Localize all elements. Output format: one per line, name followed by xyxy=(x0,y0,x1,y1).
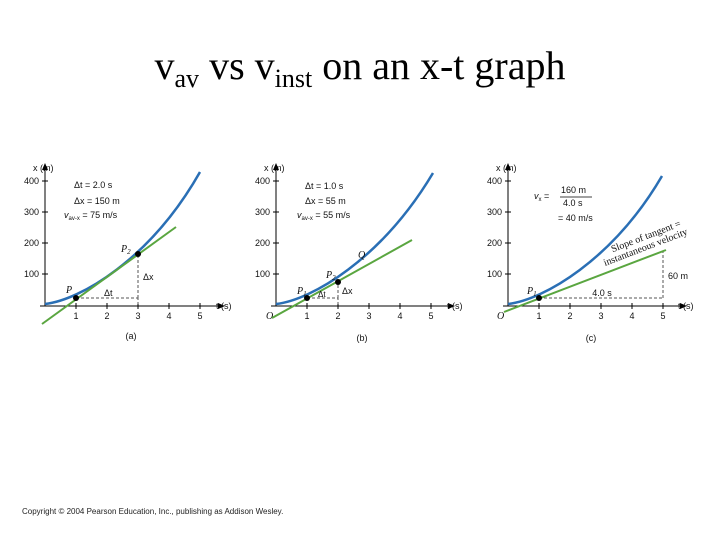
panel-b-point-p2 xyxy=(335,279,341,285)
panel-b-info-line-2: Δx = 55 m xyxy=(305,196,346,206)
panel-b-y-tick-300: 300 xyxy=(255,207,270,217)
panel-b-origin-label: O xyxy=(266,311,273,322)
panel-b-info-line-1: Δt = 1.0 s xyxy=(305,181,344,191)
panel-c: x (m) t (s) O 400 300 200 100 1 2 3 4 5 … xyxy=(487,163,694,343)
panel-c-y-tick-100: 100 xyxy=(487,269,502,279)
panel-c-x-tick-1: 1 xyxy=(536,311,541,321)
panel-b-y-axis-label: x (m) xyxy=(264,163,285,173)
panel-a-x-tick-5: 5 xyxy=(197,311,202,321)
panel-c-tangent-line xyxy=(503,249,667,313)
panel-a-info-line-1: Δt = 2.0 s xyxy=(74,180,113,190)
panel-c-x-tick-4: 4 xyxy=(629,311,634,321)
panel-c-origin-label: O xyxy=(497,311,504,322)
panel-a-caption: (a) xyxy=(126,331,137,341)
panel-c-y-tick-200: 200 xyxy=(487,238,502,248)
panel-b-position-curve xyxy=(275,172,435,306)
panel-c-info-denominator: 4.0 s xyxy=(563,198,583,208)
panel-c-caption: (c) xyxy=(586,333,597,343)
copyright-notice: Copyright © 2004 Pearson Education, Inc.… xyxy=(22,507,284,516)
panel-b-x-tick-3: 3 xyxy=(366,311,371,321)
panel-b: x (m) t (s) O 400 300 200 100 1 2 3 4 5 … xyxy=(255,163,463,343)
panel-b-p2-label: P2 xyxy=(325,270,336,282)
panel-b-caption: (b) xyxy=(357,333,368,343)
panel-a-info-line-3: vav-x = 75 m/s xyxy=(64,210,118,222)
panel-c-info-numerator: 160 m xyxy=(561,185,586,195)
panel-a: x (m) t (s) 400 300 200 100 1 2 3 4 5 P … xyxy=(24,163,232,341)
panel-c-y-tick-400: 400 xyxy=(487,176,502,186)
panel-b-p1-label: P1 xyxy=(296,286,307,298)
panel-a-p1-label: P xyxy=(65,285,72,296)
panel-c-x-tick-2: 2 xyxy=(567,311,572,321)
title-part-1: v xyxy=(154,43,175,88)
panel-c-tangent-annotation: Slope of tangent = instantaneous velocit… xyxy=(602,218,689,268)
panel-b-point-p1 xyxy=(304,295,310,301)
panel-a-x-axis-label: t (s) xyxy=(216,301,232,311)
panel-b-secant-line xyxy=(271,239,413,319)
panel-a-y-axis-label: x (m) xyxy=(33,163,54,173)
panel-b-delta-x-label: Δx xyxy=(342,286,353,296)
title-part-3: on an x-t graph xyxy=(312,43,566,88)
title-subscript-1: av xyxy=(174,64,200,93)
title-subscript-2: inst xyxy=(274,64,313,93)
panel-a-delta-t-label: Δt xyxy=(104,288,113,298)
panel-a-y-tick-400: 400 xyxy=(24,176,39,186)
panel-a-y-tick-100: 100 xyxy=(24,269,39,279)
panel-b-info-line-3: vav-x = 55 m/s xyxy=(297,210,351,222)
panel-c-y-axis-label: x (m) xyxy=(496,163,517,173)
panel-c-info-v: vx = xyxy=(534,191,549,203)
panel-a-info-line-2: Δx = 150 m xyxy=(74,196,120,206)
title-part-2: vs v xyxy=(199,43,275,88)
panel-a-p2-label: P2 xyxy=(120,244,131,256)
panel-c-info-result: = 40 m/s xyxy=(558,213,593,223)
panel-c-y-tick-300: 300 xyxy=(487,207,502,217)
panel-b-y-tick-200: 200 xyxy=(255,238,270,248)
panel-c-x-tick-5: 5 xyxy=(660,311,665,321)
panel-a-x-tick-3: 3 xyxy=(135,311,140,321)
panel-b-y-tick-100: 100 xyxy=(255,269,270,279)
x-t-graph-figure: x (m) t (s) 400 300 200 100 1 2 3 4 5 P … xyxy=(24,163,694,343)
panel-a-x-tick-2: 2 xyxy=(104,311,109,321)
panel-c-point-p1 xyxy=(536,295,542,301)
panel-c-x-axis-label: t (s) xyxy=(678,301,694,311)
panel-b-delta-t-label: Δt xyxy=(318,290,326,299)
panel-a-delta-x-label: Δx xyxy=(143,272,154,282)
panel-b-x-axis-label: t (s) xyxy=(447,301,463,311)
panel-c-x-tick-3: 3 xyxy=(598,311,603,321)
panel-a-y-tick-300: 300 xyxy=(24,207,39,217)
panel-b-y-tick-400: 400 xyxy=(255,176,270,186)
slide-title: vav vs vinst on an x-t graph xyxy=(0,42,720,94)
panel-b-x-tick-2: 2 xyxy=(335,311,340,321)
panel-c-position-curve xyxy=(507,175,664,306)
panel-a-point-p1 xyxy=(73,295,79,301)
panel-a-secant-line xyxy=(41,226,177,325)
panel-b-x-tick-4: 4 xyxy=(397,311,402,321)
panel-c-run-label: 4.0 s xyxy=(592,288,612,298)
panel-a-y-tick-200: 200 xyxy=(24,238,39,248)
panel-a-point-p2 xyxy=(135,251,141,257)
panel-b-x-tick-5: 5 xyxy=(428,311,433,321)
panel-b-q-label: Q xyxy=(358,250,366,261)
panel-a-x-tick-1: 1 xyxy=(73,311,78,321)
panel-c-p1-label: P1 xyxy=(526,286,537,298)
panel-b-x-tick-1: 1 xyxy=(304,311,309,321)
panel-a-x-tick-4: 4 xyxy=(166,311,171,321)
panel-c-rise-label: 60 m xyxy=(668,271,688,281)
